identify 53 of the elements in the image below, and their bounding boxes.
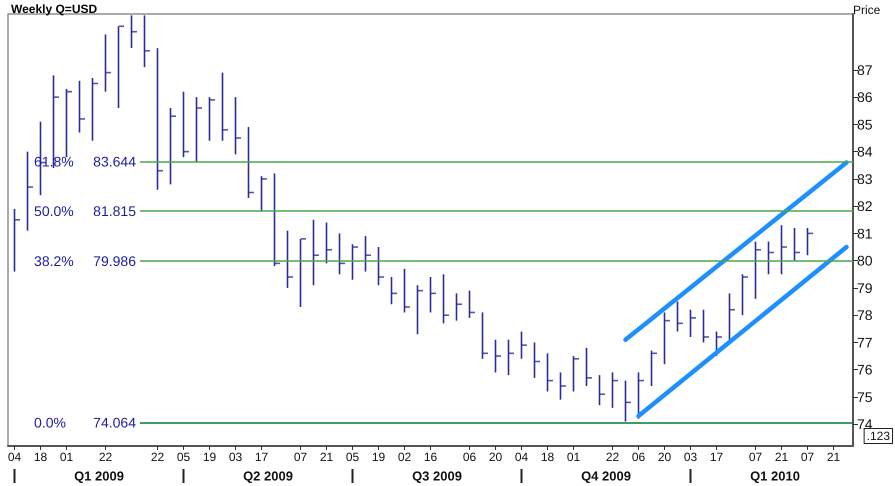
y-tick-label: 77 — [857, 334, 873, 350]
ref-line-label: 38.2% 79.986 — [34, 253, 136, 270]
y-tick-label: 81 — [857, 225, 873, 242]
x-tick-label: 19 — [202, 450, 216, 464]
chart-title: Weekly Q=USD — [11, 2, 98, 16]
x-tick-label: 06 — [462, 450, 476, 464]
x-tick-label: 21 — [826, 450, 840, 464]
x-tick-label: 05 — [176, 450, 190, 464]
x-tick-label: 04 — [8, 450, 22, 464]
x-tick-label: 01 — [60, 450, 74, 464]
x-tick-label: 22 — [98, 450, 112, 464]
x-tick-label: 21 — [774, 450, 788, 464]
text: Q1 2009 — [74, 468, 124, 484]
x-tick-label: 05 — [346, 450, 360, 464]
text: Q3 2009 — [412, 468, 462, 484]
text: Q1 2010 — [750, 468, 800, 484]
x-tick-label: 19 — [372, 450, 386, 464]
y-axis-title: Price — [853, 3, 881, 17]
x-tick-label: 07 — [294, 450, 308, 464]
x-tick-label: 20 — [488, 450, 502, 464]
x-tick-label: 07 — [800, 450, 814, 464]
x-tick-label: 18 — [540, 450, 554, 464]
text: .123 — [866, 429, 890, 443]
x-tick-label: 18 — [34, 450, 48, 464]
x-tick-label: 20 — [658, 450, 672, 464]
x-tick-label: 16 — [424, 450, 438, 464]
text: Q4 2009 — [581, 468, 631, 484]
y-tick-label: 84 — [857, 144, 873, 160]
y-tick-label: 87 — [857, 62, 873, 78]
y-tick-label: 86 — [857, 89, 873, 106]
x-tick-label: 07 — [748, 450, 762, 464]
x-tick-label: 17 — [710, 450, 724, 464]
y-tick-label: 82 — [857, 198, 873, 214]
ref-line-label: 0.0% 74.064 — [34, 414, 136, 430]
x-tick-label: 04 — [514, 450, 528, 464]
y-tick-label: 78 — [857, 307, 873, 324]
x-tick-label: 02 — [398, 450, 412, 464]
y-tick-label: 76 — [857, 362, 873, 378]
y-tick-label: 75 — [857, 388, 873, 405]
x-tick-label: 01 — [566, 450, 580, 464]
y-tick-label: 85 — [857, 116, 873, 132]
x-tick-label: 03 — [228, 450, 242, 464]
x-tick-label: 22 — [150, 450, 164, 464]
x-tick-label: 06 — [632, 450, 646, 464]
y-tick-label: 80 — [857, 252, 873, 269]
y-tick-label: 83 — [857, 170, 873, 187]
x-tick-label: 22 — [606, 450, 620, 464]
x-tick-label: 21 — [320, 450, 334, 464]
text: Q2 2009 — [243, 468, 293, 484]
ref-line-label: 50.0% 81.815 — [34, 203, 136, 220]
y-tick-label: 79 — [857, 280, 873, 296]
x-tick-label: 03 — [684, 450, 698, 464]
x-tick-label: 17 — [254, 450, 268, 464]
